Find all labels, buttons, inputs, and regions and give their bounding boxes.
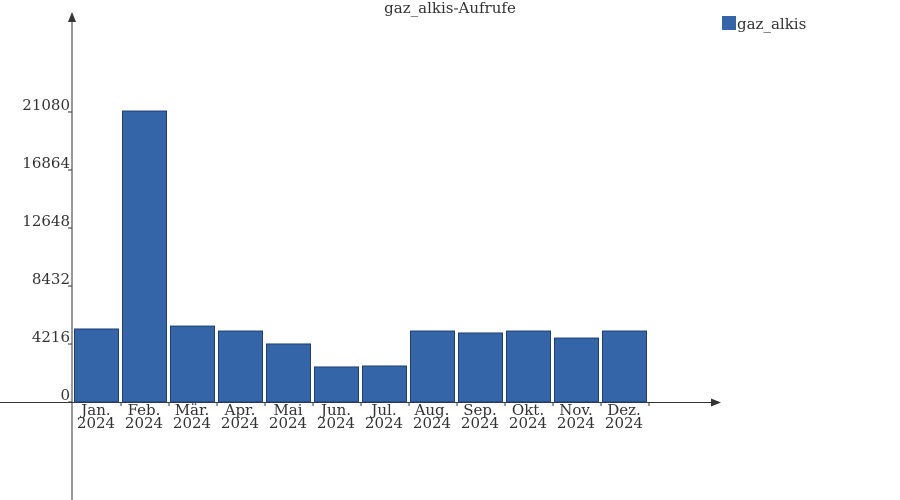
x-tick-label: Okt. 2024: [508, 401, 548, 432]
y-tick-label: 8432: [32, 270, 70, 288]
x-axis-arrow: [711, 398, 721, 407]
x-tick-label: Jan. 2024: [76, 401, 116, 432]
y-tick-label: 16864: [22, 154, 70, 172]
bar: [410, 330, 455, 403]
bar: [122, 110, 167, 403]
x-tick-label: Apr. 2024: [220, 401, 260, 432]
x-tick-label: Jun. 2024: [316, 401, 356, 432]
y-tick-label: 0: [60, 386, 70, 404]
bar: [506, 330, 551, 403]
bar: [314, 366, 359, 403]
x-tick-label: Feb. 2024: [124, 401, 164, 432]
bar: [266, 343, 311, 403]
y-tick-label: 21080: [22, 96, 70, 114]
bar: [458, 332, 503, 403]
y-axis-arrow: [68, 12, 76, 22]
x-tick-label: Aug. 2024: [412, 401, 452, 432]
y-tick-label: 4216: [32, 328, 70, 346]
bar: [170, 325, 215, 403]
bar: [74, 328, 119, 403]
chart-title: gaz_alkis-Aufrufe: [384, 0, 516, 17]
legend-swatch: [722, 16, 736, 30]
x-tick-label: Sep. 2024: [460, 401, 500, 432]
legend-label: gaz_alkis: [737, 15, 806, 33]
y-tick-label: 12648: [22, 212, 70, 230]
bar: [602, 330, 647, 403]
x-tick-label: Nov. 2024: [556, 401, 596, 432]
x-tick-label: Dez. 2024: [604, 401, 644, 432]
x-tick-label: Mai 2024: [268, 401, 308, 432]
bar: [362, 365, 407, 403]
bar: [554, 337, 599, 403]
x-tick-label: Mär. 2024: [172, 401, 212, 432]
x-tick-label: Jul. 2024: [364, 401, 404, 432]
bar: [218, 330, 263, 403]
